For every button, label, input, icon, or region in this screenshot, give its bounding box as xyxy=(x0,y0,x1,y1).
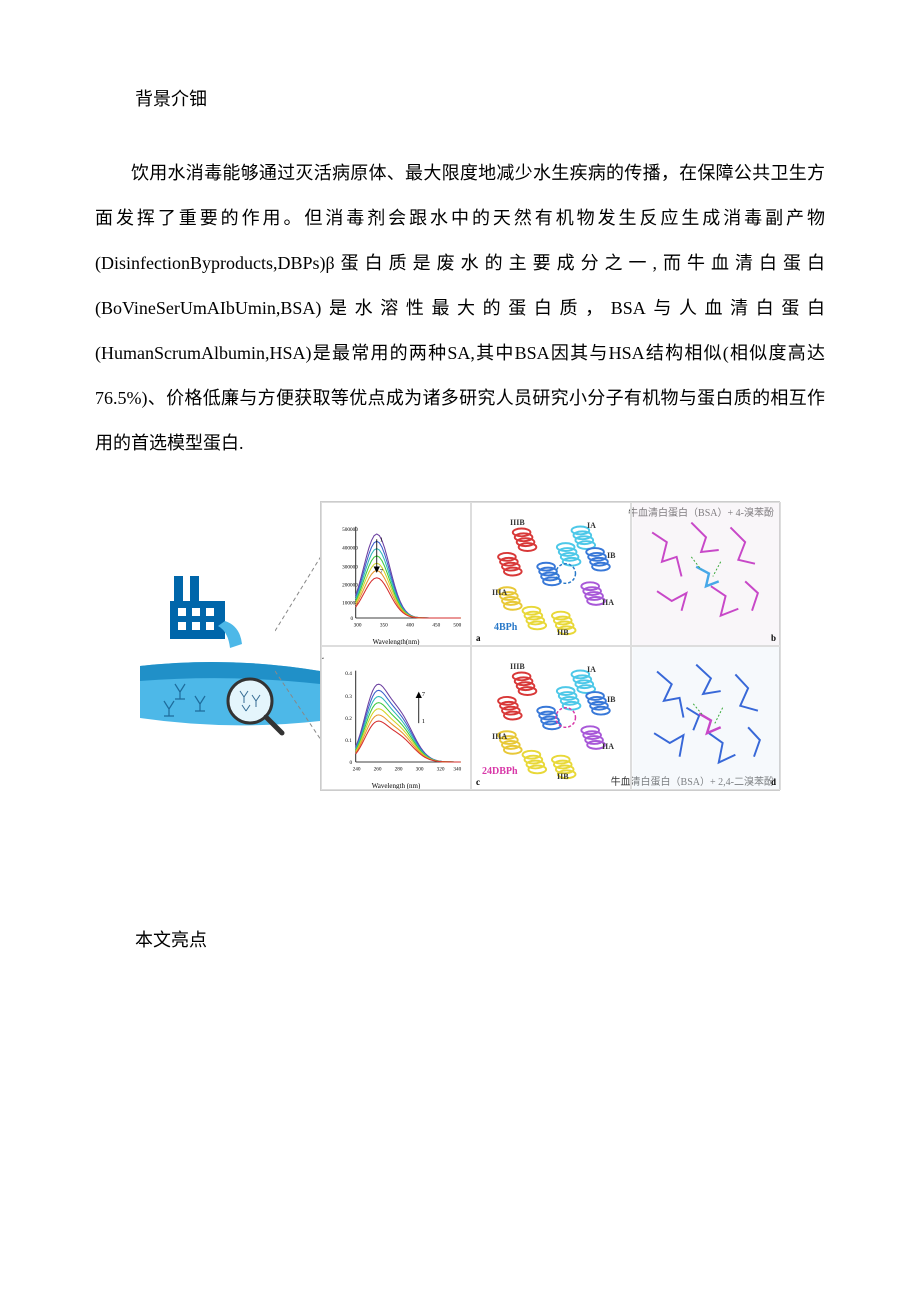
factory-icon xyxy=(160,566,250,656)
fluo-ylabel: Fluorescence Intensity xyxy=(321,502,324,546)
uv-chart-panel: UV Absorption Intensity Wavelength (nm) … xyxy=(321,646,471,790)
svg-text:1: 1 xyxy=(422,718,425,725)
svg-text:1: 1 xyxy=(380,536,383,543)
domain-label-IA: IA xyxy=(587,521,596,530)
svg-text:7: 7 xyxy=(422,691,425,698)
svg-text:400000: 400000 xyxy=(342,546,358,552)
panel-c-label: c xyxy=(476,777,480,787)
section-1-heading: 背景介钿 xyxy=(135,85,825,111)
svg-text:500000: 500000 xyxy=(342,527,358,533)
domain-label-IIA: IIA xyxy=(602,742,614,751)
figure-panels: 牛血清白蛋白（BSA）+ 4-溴苯酚 牛血清白蛋白（BSA）+ 2,4-二溴苯酚… xyxy=(320,501,780,791)
svg-text:0.4: 0.4 xyxy=(345,671,352,677)
svg-text:300: 300 xyxy=(416,766,424,772)
binding-site-bottom-panel: d xyxy=(631,646,781,790)
svg-text:450: 450 xyxy=(432,622,440,628)
svg-text:260: 260 xyxy=(374,766,382,772)
section-2-heading: 本文亮点 xyxy=(135,926,825,952)
domain-label-IIIA: IIIA xyxy=(492,732,507,741)
uv-ylabel: UV Absorption Intensity xyxy=(321,646,324,687)
svg-text:0.2: 0.2 xyxy=(345,716,352,722)
paragraph-1: 饮用水消毒能够通过灭活病原体、最大限度地减少水生疾病的传播，在保障公共卫生方面发… xyxy=(95,151,825,466)
domain-label-IB: IB xyxy=(607,695,615,704)
ligand-4bph-label: 4BPh xyxy=(494,622,517,633)
ligand-24dbph-label: 24DBPh xyxy=(482,766,518,777)
fluorescence-chart-panel: Fluorescence Intensity Wavelength(nm) 50… xyxy=(321,502,471,646)
domain-label-IIIA: IIIA xyxy=(492,588,507,597)
svg-text:0.1: 0.1 xyxy=(345,738,352,744)
domain-label-IA: IA xyxy=(587,665,596,674)
figure-container: 牛血清白蛋白（BSA）+ 4-溴苯酚 牛血清白蛋白（BSA）+ 2,4-二溴苯酚… xyxy=(95,496,825,796)
svg-text:500: 500 xyxy=(453,622,461,628)
svg-text:300: 300 xyxy=(354,622,362,628)
svg-text:0.3: 0.3 xyxy=(345,694,352,700)
svg-text:200000: 200000 xyxy=(342,583,358,589)
domain-label-IIB: IIB xyxy=(557,772,569,781)
protein-structure-top-panel: IA IB IIA IIB IIIA IIIB 4BPh a xyxy=(471,502,631,646)
panel-a-label: a xyxy=(476,633,481,643)
protein-structure-bottom-panel: IA IB IIA IIB IIIA IIIB 24DBPh c xyxy=(471,646,631,790)
domain-label-IIB: IIB xyxy=(557,628,569,637)
svg-text:350: 350 xyxy=(380,622,388,628)
svg-text:280: 280 xyxy=(395,766,403,772)
svg-text:240: 240 xyxy=(353,766,361,772)
fluorescence-chart: 500000 400000 300000 200000 100000 0 300… xyxy=(340,511,466,641)
binding-site-bottom xyxy=(632,647,780,789)
svg-text:100000: 100000 xyxy=(342,600,358,606)
svg-text:300000: 300000 xyxy=(342,565,358,571)
binding-site-top-panel: b xyxy=(631,502,781,646)
svg-text:7: 7 xyxy=(380,568,383,575)
panel-b-label: b xyxy=(771,633,776,643)
uv-chart: 0.4 0.3 0.2 0.1 0 240 260 280 300 320 34… xyxy=(340,655,466,785)
svg-text:320: 320 xyxy=(437,766,445,772)
svg-text:400: 400 xyxy=(406,622,414,628)
domain-label-IB: IB xyxy=(607,551,615,560)
domain-label-IIIB: IIIB xyxy=(510,518,525,527)
svg-text:340: 340 xyxy=(453,766,461,772)
svg-text:0: 0 xyxy=(349,760,352,766)
domain-label-IIIB: IIIB xyxy=(510,662,525,671)
binding-site-top xyxy=(632,503,780,645)
domain-label-IIA: IIA xyxy=(602,598,614,607)
panel-d-label: d xyxy=(771,777,776,787)
svg-text:0: 0 xyxy=(351,616,354,622)
